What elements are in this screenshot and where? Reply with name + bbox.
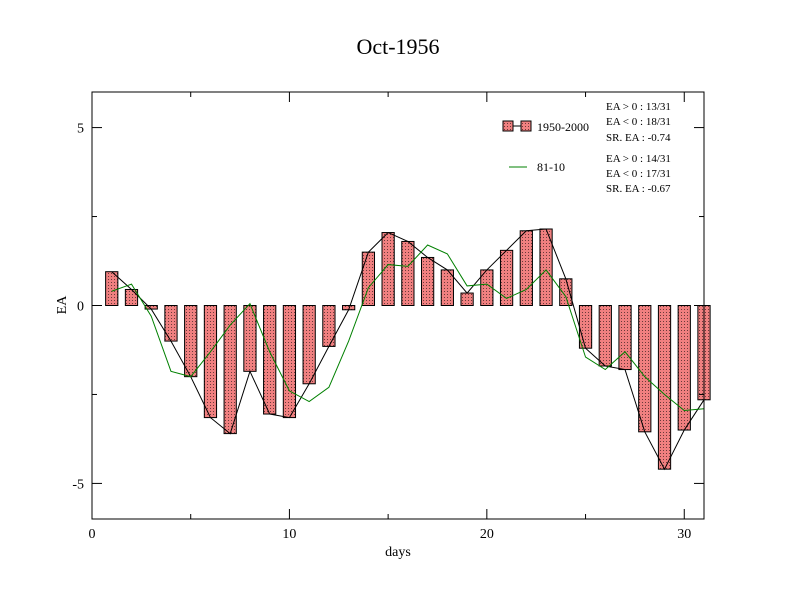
annotation-ea-neg-1: EA < 0 : 18/31	[606, 116, 671, 128]
legend: 1950-2000 81-10	[502, 120, 589, 174]
lines-group	[111, 228, 705, 471]
bar-day-1	[105, 271, 119, 307]
bar-day-19	[460, 292, 474, 306]
ticks-group: 0 10 20 30 -5 0 5	[72, 92, 704, 542]
x-tick-label-0: 0	[89, 527, 96, 542]
bar-day-29	[657, 305, 672, 470]
bar-day-17	[420, 256, 435, 306]
annotation-ea-pos-2: EA > 0 : 14/31	[606, 153, 671, 165]
y-axis-label: EA	[55, 295, 70, 315]
bar-day-25	[578, 305, 593, 349]
bar-day-22	[519, 230, 533, 306]
bar-day-26	[598, 305, 612, 367]
bar-day-5	[184, 305, 198, 378]
bar-day-14	[361, 251, 376, 307]
x-tick-label-30: 30	[677, 527, 691, 542]
bar-day-6	[203, 305, 218, 419]
bar-day-11	[302, 305, 316, 385]
series-1950-2000-outline-line	[111, 228, 705, 471]
y-tick-label--5: -5	[72, 477, 84, 492]
annotation-sr-ea-1: SR. EA : -0.74	[606, 132, 671, 144]
annotation-ea-neg-2: EA < 0 : 17/31	[606, 168, 671, 180]
x-tick-label-20: 20	[480, 527, 494, 542]
annotation-ea-pos-1: EA > 0 : 13/31	[606, 101, 671, 113]
series-81-10-line	[111, 244, 705, 411]
legend-label-1950-2000: 1950-2000	[537, 120, 589, 134]
bar-day-16	[401, 240, 415, 306]
bar-day-30	[677, 305, 691, 431]
bar-day-10	[282, 305, 297, 419]
y-tick-label-5: 5	[77, 122, 84, 137]
bars-group	[105, 228, 711, 470]
bar-day-27	[618, 305, 632, 371]
annotations: EA > 0 : 13/31 EA < 0 : 18/31 SR. EA : -…	[606, 101, 671, 195]
chart-title: Oct-1956	[356, 34, 439, 59]
bar-day-12	[322, 305, 336, 347]
x-tick-label-10: 10	[282, 527, 296, 542]
bar-day-28	[638, 305, 652, 433]
legend-label-81-10: 81-10	[537, 160, 565, 174]
legend-swatch-right	[520, 120, 532, 132]
annotation-sr-ea-2: SR. EA : -0.67	[606, 183, 671, 195]
x-axis-label: days	[385, 545, 411, 560]
bar-day-21	[499, 249, 514, 307]
bar-day-4	[164, 305, 178, 342]
legend-swatch-left	[502, 120, 514, 132]
y-tick-label-0: 0	[77, 300, 84, 315]
